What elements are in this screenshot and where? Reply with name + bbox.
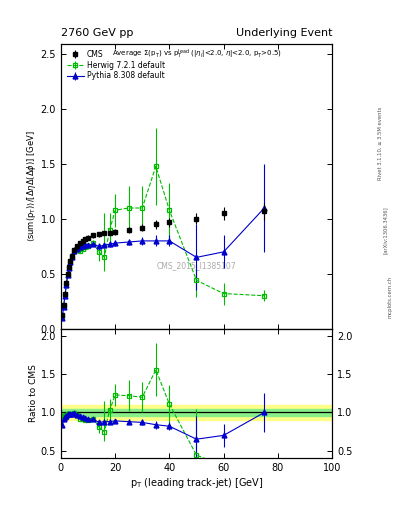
Legend: CMS, Herwig 7.2.1 default, Pythia 8.308 default: CMS, Herwig 7.2.1 default, Pythia 8.308 … [65, 47, 167, 83]
Bar [61, 405, 332, 420]
Text: Underlying Event: Underlying Event [235, 28, 332, 38]
Text: CMS_2015_I1385107: CMS_2015_I1385107 [157, 262, 236, 270]
Y-axis label: Ratio to CMS: Ratio to CMS [29, 365, 38, 422]
Text: [arXiv:1306.3436]: [arXiv:1306.3436] [383, 206, 387, 254]
Text: Rivet 3.1.10, ≥ 3.5M events: Rivet 3.1.10, ≥ 3.5M events [378, 106, 383, 180]
Text: 2760 GeV pp: 2760 GeV pp [61, 28, 133, 38]
Y-axis label: $\langle$sum(p$_{\rm T}$)$\rangle$/$[\Delta\eta\Delta(\Delta\phi)]$ [GeV]: $\langle$sum(p$_{\rm T}$)$\rangle$/$[\De… [25, 130, 38, 242]
Bar [61, 409, 332, 416]
Text: Average $\Sigma$(p$_{\rm T}$) vs p$_{\rm T}^{\rm lead}$ ($|\eta_l|$<2.0, $\eta|$: Average $\Sigma$(p$_{\rm T}$) vs p$_{\rm… [112, 48, 281, 61]
Text: mcplots.cern.ch: mcplots.cern.ch [387, 276, 392, 318]
X-axis label: p$_{\rm T}$ (leading track-jet) [GeV]: p$_{\rm T}$ (leading track-jet) [GeV] [130, 476, 263, 490]
